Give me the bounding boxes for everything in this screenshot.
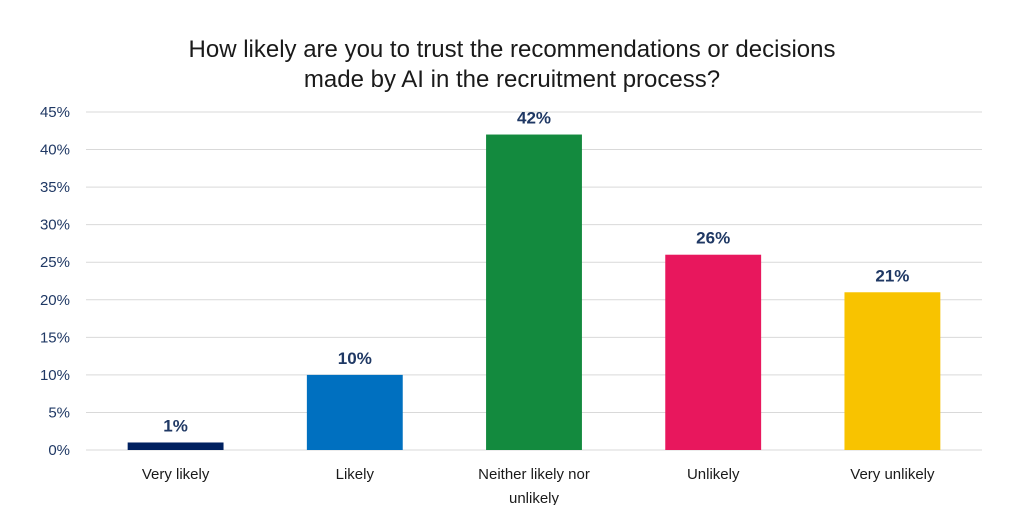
bars — [127, 134, 941, 451]
bar — [486, 134, 582, 451]
x-tick-label: Very unlikely — [850, 466, 935, 483]
bar — [127, 442, 224, 450]
y-tick-label: 25% — [40, 254, 70, 271]
y-tick-label: 20% — [40, 292, 70, 309]
x-tick-label: Neither likely nor — [478, 466, 590, 483]
y-tick-label: 0% — [48, 442, 70, 459]
y-axis-tick-labels: 0% 5% 10% 15% 20% 25% 30% 35% 40% 45% — [40, 104, 70, 459]
x-tick-label: Unlikely — [687, 466, 740, 483]
chart-title-line-1: How likely are you to trust the recommen… — [189, 36, 836, 63]
y-tick-label: 45% — [40, 104, 70, 121]
y-tick-label: 15% — [40, 329, 70, 346]
chart-title-line-2: made by AI in the recruitment process? — [304, 66, 720, 93]
data-labels: 1% 10% 42% 26% 21% — [163, 109, 909, 436]
y-tick-label: 35% — [40, 179, 70, 196]
y-tick-label: 30% — [40, 217, 70, 234]
bar — [665, 254, 762, 450]
x-tick-label: Very likely — [142, 466, 210, 483]
y-tick-label: 40% — [40, 142, 70, 159]
x-tick-label: Likely — [336, 466, 375, 483]
bar — [844, 292, 941, 450]
data-label: 42% — [517, 109, 551, 128]
x-axis-tick-labels: Very likely Likely Neither likely nor unlik… — [142, 466, 935, 505]
data-label: 1% — [163, 416, 188, 435]
y-tick-label: 10% — [40, 367, 70, 384]
bar — [306, 374, 403, 450]
x-tick-label: unlikely — [509, 490, 560, 505]
data-label: 21% — [875, 266, 909, 285]
y-tick-label: 5% — [48, 404, 70, 421]
data-label: 26% — [696, 229, 730, 248]
data-label: 10% — [338, 349, 372, 368]
